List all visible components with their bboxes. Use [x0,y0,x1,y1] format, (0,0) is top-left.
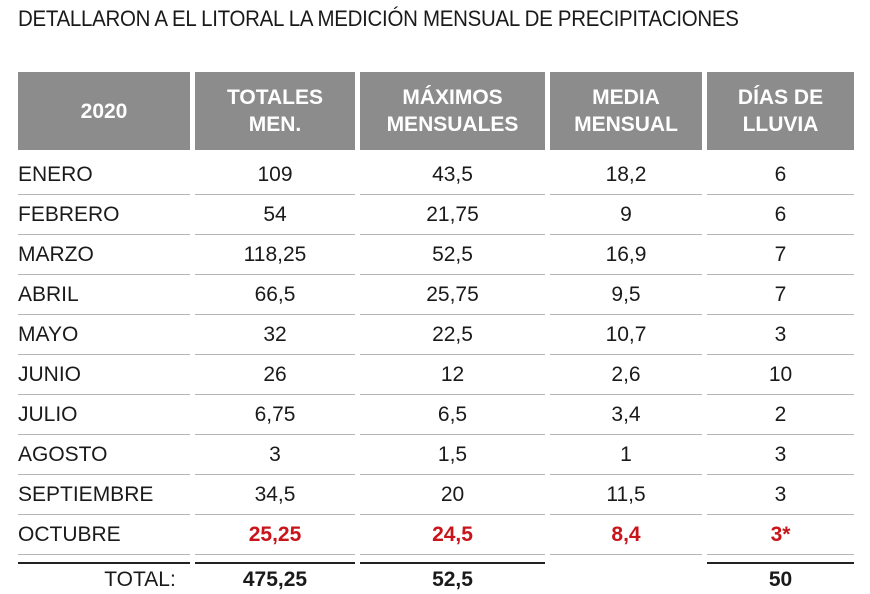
value-cell: 6,75 [195,395,355,435]
value-cell: 20 [360,475,545,515]
total-value: 50 [768,568,793,591]
header-cell: DÍAS DE LLUVIA [707,72,854,150]
month-cell: MARZO [18,235,190,275]
value-cell: 10 [707,355,854,395]
value-cell: 8,4 [550,515,702,555]
value-cell: 32 [195,315,355,355]
month-cell: OCTUBRE [18,515,190,555]
value-cell: 3 [195,435,355,475]
value-cell: 3 [707,435,854,475]
header-cell: MEDIA MENSUAL [550,72,702,150]
title: DETALLARON A EL LITORAL LA MEDICIÓN MENS… [18,6,739,31]
value-cell: 54 [195,195,355,235]
value-cell: 9 [550,195,702,235]
value-cell: 3 [707,315,854,355]
month-cell: FEBRERO [18,195,190,235]
value-cell: 1,5 [360,435,545,475]
value-cell: 21,75 [360,195,545,235]
value-cell: 9,5 [550,275,702,315]
total-label: TOTAL: [104,568,176,591]
total-value: 475,25 [242,568,308,591]
total-value: 52,5 [432,568,473,591]
value-cell: 43,5 [360,155,545,195]
month-cell: MAYO [18,315,190,355]
value-cell: 25,75 [360,275,545,315]
value-cell: 118,25 [195,235,355,275]
value-cell: 12 [360,355,545,395]
total-rule [195,562,355,564]
value-cell: 10,7 [550,315,702,355]
page: DETALLARON A EL LITORAL LA MEDICIÓN MENS… [18,6,854,591]
value-cell: 7 [707,275,854,315]
value-cell: 3 [707,475,854,515]
value-cell: 7 [707,235,854,275]
month-cell: ENERO [18,155,190,195]
header-cell: MÁXIMOS MENSUALES [360,72,545,150]
month-cell: ABRIL [18,275,190,315]
value-cell: 6 [707,195,854,235]
value-cell: 24,5 [360,515,545,555]
value-cell: 3* [707,515,854,555]
month-cell: JULIO [18,395,190,435]
total-rule [707,562,854,564]
value-cell: 6,5 [360,395,545,435]
header-cell: 2020 [18,72,190,150]
value-cell: 34,5 [195,475,355,515]
total-rule [360,562,545,564]
month-cell: JUNIO [18,355,190,395]
value-cell: 11,5 [550,475,702,515]
header-cell: TOTALES MEN. [195,72,355,150]
month-cell: AGOSTO [18,435,190,475]
month-cell: SEPTIEMBRE [18,475,190,515]
value-cell: 109 [195,155,355,195]
value-cell: 26 [195,355,355,395]
total-rule [18,562,190,564]
value-cell: 3,4 [550,395,702,435]
value-cell: 52,5 [360,235,545,275]
value-cell: 22,5 [360,315,545,355]
value-cell: 1 [550,435,702,475]
value-cell: 6 [707,155,854,195]
value-cell: 25,25 [195,515,355,555]
value-cell: 2,6 [550,355,702,395]
value-cell: 2 [707,395,854,435]
value-cell: 66,5 [195,275,355,315]
value-cell: 18,2 [550,155,702,195]
value-cell: 16,9 [550,235,702,275]
